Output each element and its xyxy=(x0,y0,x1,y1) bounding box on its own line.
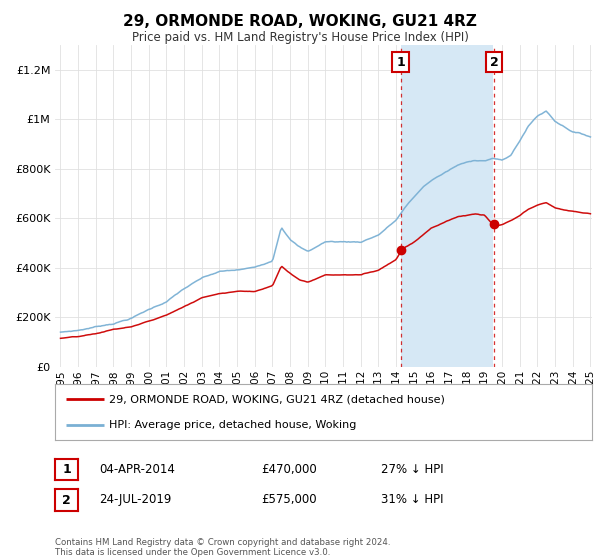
Text: 2: 2 xyxy=(62,493,71,507)
Text: 27% ↓ HPI: 27% ↓ HPI xyxy=(381,463,443,476)
Text: Contains HM Land Registry data © Crown copyright and database right 2024.
This d: Contains HM Land Registry data © Crown c… xyxy=(55,538,391,557)
Text: 1: 1 xyxy=(396,55,405,69)
Text: £470,000: £470,000 xyxy=(261,463,317,476)
Text: 29, ORMONDE ROAD, WOKING, GU21 4RZ: 29, ORMONDE ROAD, WOKING, GU21 4RZ xyxy=(123,14,477,29)
Text: 29, ORMONDE ROAD, WOKING, GU21 4RZ (detached house): 29, ORMONDE ROAD, WOKING, GU21 4RZ (deta… xyxy=(109,394,445,404)
Text: 04-APR-2014: 04-APR-2014 xyxy=(99,463,175,476)
Text: 24-JUL-2019: 24-JUL-2019 xyxy=(99,493,172,506)
Text: 2: 2 xyxy=(490,55,499,69)
Text: 1: 1 xyxy=(62,463,71,477)
Text: Price paid vs. HM Land Registry's House Price Index (HPI): Price paid vs. HM Land Registry's House … xyxy=(131,31,469,44)
Text: £575,000: £575,000 xyxy=(261,493,317,506)
Text: 31% ↓ HPI: 31% ↓ HPI xyxy=(381,493,443,506)
Text: HPI: Average price, detached house, Woking: HPI: Average price, detached house, Woki… xyxy=(109,420,356,430)
